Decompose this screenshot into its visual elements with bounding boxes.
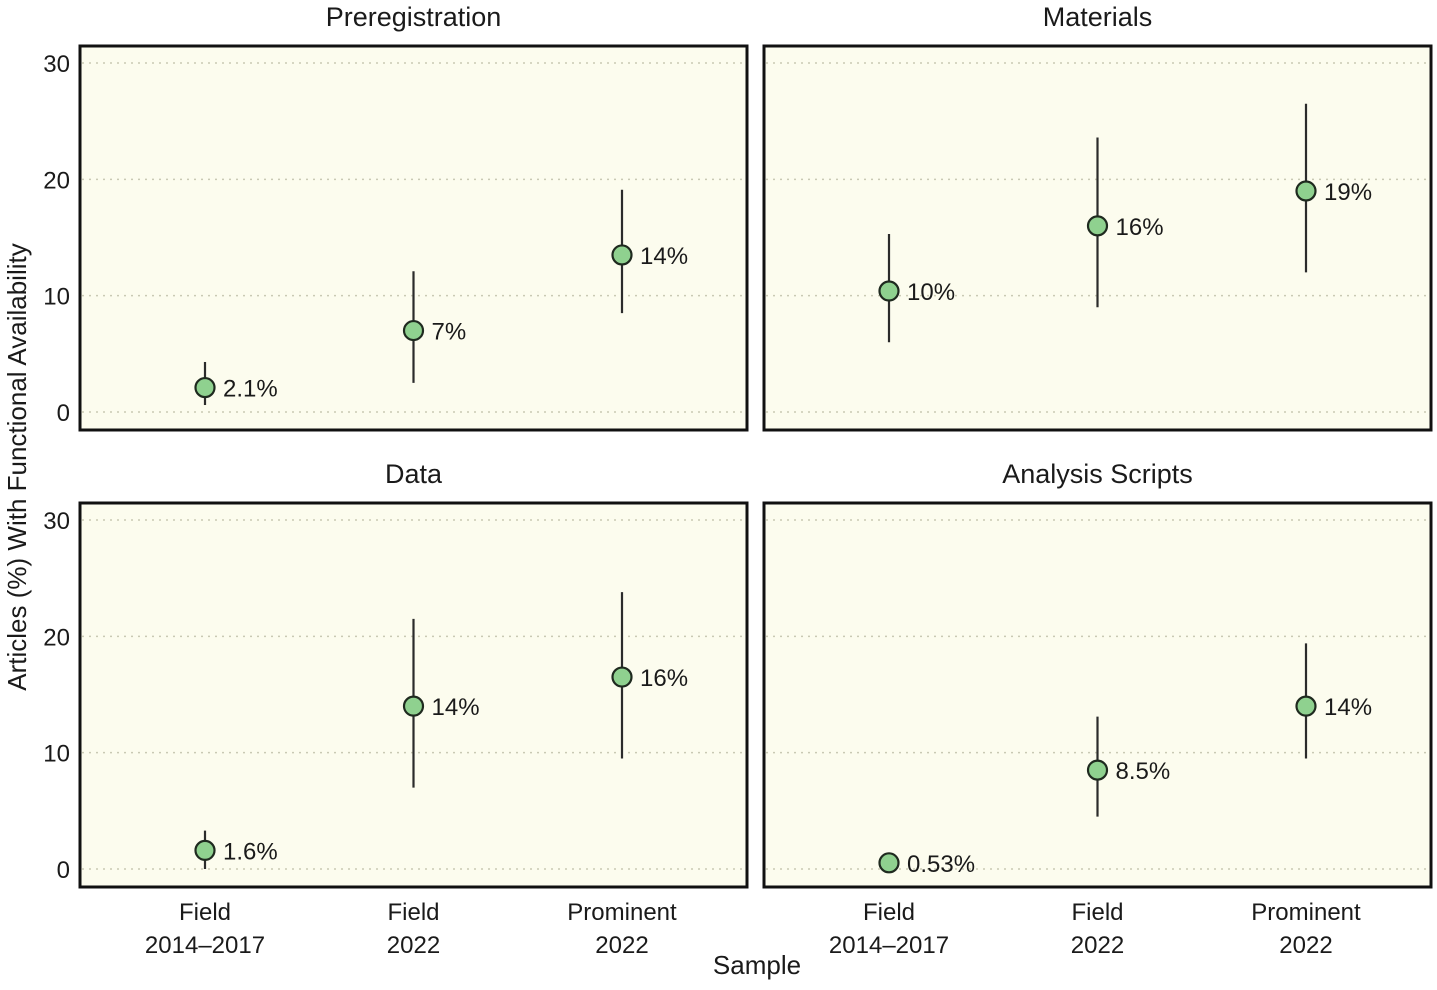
panel-title: Data — [385, 459, 443, 489]
x-tick-label: 2022 — [1279, 932, 1332, 959]
data-label: 14% — [432, 694, 480, 721]
y-tick-label: 20 — [43, 624, 70, 651]
data-point — [1086, 215, 1109, 237]
data-label: 14% — [1324, 694, 1372, 721]
data-label: 19% — [1324, 179, 1372, 206]
data-point — [1295, 695, 1317, 717]
x-tick-label: 2014–2017 — [829, 932, 949, 959]
data-label: 2.1% — [223, 376, 278, 403]
y-axis-title: Articles (%) With Functional Availabilit… — [2, 243, 32, 690]
data-point — [878, 852, 900, 874]
x-tick-label: 2022 — [1071, 932, 1124, 959]
data-point — [194, 839, 216, 861]
panel-background — [762, 501, 1433, 889]
x-axis-title: Sample — [713, 950, 801, 980]
data-point — [611, 666, 633, 688]
x-tick-label: 2014–2017 — [145, 932, 265, 959]
x-tick-label: Field — [1071, 899, 1123, 926]
data-point — [402, 319, 425, 342]
data-label: 1.6% — [223, 838, 278, 865]
panel-1: Materials 10% 16% 19% — [762, 2, 1433, 432]
panel-title: Analysis Scripts — [1002, 459, 1193, 489]
panel-title: Preregistration — [326, 2, 502, 32]
y-tick-label: 0 — [57, 400, 70, 427]
panel-2: Data 0 10 20 30 Field 2014–2017 Field 2022 Promin… — [43, 459, 749, 959]
y-tick-label: 10 — [43, 741, 70, 768]
data-point — [194, 376, 216, 399]
data-label: 0.53% — [907, 851, 975, 878]
data-label: 16% — [1116, 214, 1164, 241]
x-tick-label: Field — [179, 899, 231, 926]
panels-group: Preregistration 0 10 20 30 2.1% 7% 14% Materials… — [43, 2, 1433, 959]
x-tick-label: Prominent — [567, 899, 677, 926]
y-tick-label: 10 — [43, 284, 70, 311]
panel-title: Materials — [1043, 2, 1153, 32]
data-label: 10% — [907, 279, 955, 306]
data-point — [611, 244, 633, 266]
data-point — [1086, 759, 1109, 781]
y-tick-label: 30 — [43, 508, 70, 535]
data-point — [402, 695, 425, 717]
y-tick-label: 30 — [43, 51, 70, 78]
y-tick-label: 0 — [57, 857, 70, 884]
x-tick-label: 2022 — [387, 932, 440, 959]
data-label: 16% — [640, 665, 688, 692]
x-tick-label: 2022 — [595, 932, 648, 959]
x-tick-label: Prominent — [1251, 899, 1361, 926]
y-tick-label: 20 — [43, 167, 70, 194]
data-label: 8.5% — [1116, 758, 1171, 785]
panel-0: Preregistration 0 10 20 30 2.1% 7% 14% — [43, 2, 749, 432]
data-label: 7% — [432, 319, 467, 346]
data-label: 14% — [640, 243, 688, 270]
data-point — [1295, 180, 1317, 202]
data-point — [878, 280, 900, 302]
x-tick-label: Field — [863, 899, 915, 926]
panel-3: Analysis Scripts Field 2014–2017 Field 2022 P… — [762, 459, 1433, 959]
x-tick-label: Field — [387, 899, 439, 926]
